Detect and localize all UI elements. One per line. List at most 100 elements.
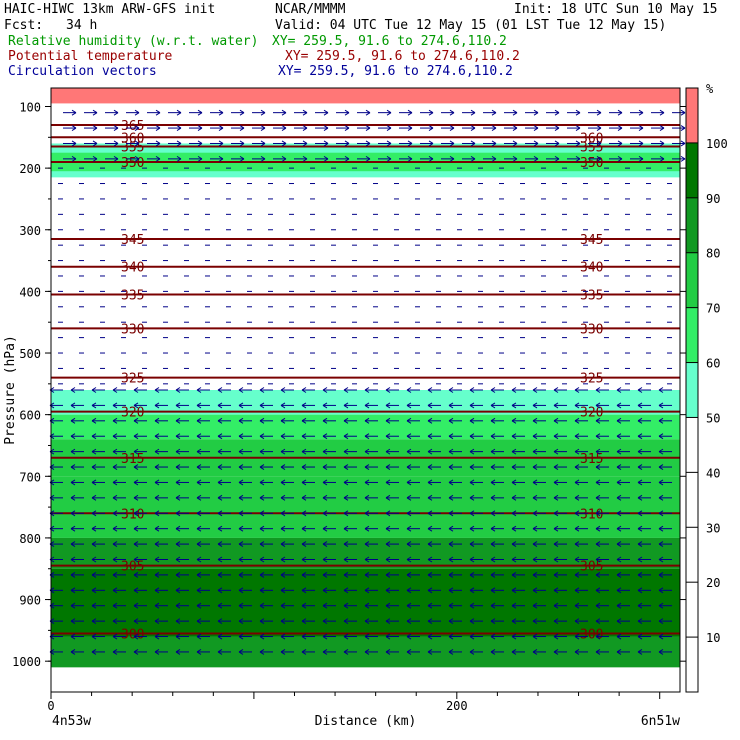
wind-arrowhead-2-342 bbox=[280, 556, 286, 563]
wind-arrowhead-2-528 bbox=[406, 649, 412, 655]
wind-arrowhead-2-15 bbox=[343, 387, 349, 393]
wind-arrowhead-2-328 bbox=[616, 541, 622, 548]
wind-arrowhead-2-442 bbox=[490, 602, 496, 609]
header-valid: Valid: 04 UTC Tue 12 May 15 (01 LST Tue … bbox=[275, 18, 667, 33]
wind-arrowhead-2-47 bbox=[385, 402, 391, 409]
wind-arrowhead-2-93 bbox=[91, 433, 97, 440]
wind-arrowhead-0-21 bbox=[491, 109, 497, 116]
wind-arrowhead-2-344 bbox=[322, 556, 328, 563]
field-name-rh: Relative humidity (w.r.t. water) bbox=[8, 34, 259, 49]
wind-arrowhead-2-324 bbox=[532, 541, 538, 548]
theta-label-right-345: 345 bbox=[580, 233, 603, 248]
wind-arrowhead-0-76 bbox=[386, 140, 392, 147]
wind-arrowhead-2-159 bbox=[217, 464, 223, 470]
x-axis-label: Distance (km) bbox=[315, 714, 417, 729]
wind-arrowhead-2-440 bbox=[448, 602, 454, 609]
wind-arrowhead-2-89 bbox=[637, 417, 643, 424]
wind-arrowhead-2-469 bbox=[427, 618, 433, 625]
wind-arrowhead-2-154 bbox=[112, 464, 118, 470]
wind-arrowhead-2-393 bbox=[91, 587, 97, 594]
wind-arrowhead-2-164 bbox=[322, 464, 328, 470]
wind-arrowhead-0-81 bbox=[491, 140, 497, 147]
wind-arrowhead-2-531 bbox=[469, 649, 475, 655]
wind-arrowhead-0-80 bbox=[470, 140, 476, 147]
theta-label-right-330: 330 bbox=[580, 322, 603, 337]
wind-arrowhead-2-274 bbox=[112, 525, 118, 532]
wind-arrowhead-2-471 bbox=[469, 618, 475, 625]
wind-arrowhead-2-329 bbox=[637, 541, 643, 548]
wind-arrowhead-2-275 bbox=[133, 525, 139, 532]
wind-arrowhead-2-218 bbox=[196, 494, 202, 501]
wind-arrowhead-2-237 bbox=[595, 494, 601, 501]
wind-arrowhead-2-99 bbox=[217, 433, 223, 440]
wind-arrowhead-2-462 bbox=[280, 618, 286, 625]
wind-arrowhead-2-536 bbox=[574, 649, 580, 655]
wind-arrowhead-2-202 bbox=[490, 479, 496, 486]
wind-arrowhead-0-51 bbox=[491, 125, 497, 131]
wind-arrowhead-0-48 bbox=[428, 125, 434, 131]
wind-arrowhead-0-4 bbox=[134, 109, 140, 116]
wind-arrowhead-2-156 bbox=[154, 464, 160, 470]
wind-arrowhead-2-186 bbox=[154, 479, 160, 486]
wind-arrowhead-2-495 bbox=[343, 633, 349, 640]
wind-arrowhead-2-19 bbox=[427, 387, 433, 393]
wind-arrowhead-2-317 bbox=[385, 541, 391, 548]
wind-arrowhead-2-354 bbox=[532, 556, 538, 563]
wind-arrowhead-2-245 bbox=[133, 510, 139, 517]
wind-arrowhead-0-71 bbox=[281, 140, 287, 147]
wind-arrowhead-2-183 bbox=[91, 479, 97, 486]
wind-arrowhead-2-201 bbox=[469, 479, 475, 486]
wind-arrowhead-2-276 bbox=[154, 525, 160, 532]
wind-arrowhead-2-318 bbox=[406, 541, 412, 548]
wind-arrowhead-0-118 bbox=[638, 155, 644, 162]
wind-arrowhead-2-484 bbox=[112, 633, 118, 640]
wind-arrowhead-2-537 bbox=[595, 649, 601, 655]
wind-arrowhead-2-259 bbox=[427, 510, 433, 517]
wind-arrowhead-2-434 bbox=[322, 602, 328, 609]
wind-arrowhead-2-463 bbox=[301, 618, 307, 625]
wind-arrowhead-2-36 bbox=[154, 402, 160, 409]
wind-arrowhead-2-145 bbox=[553, 448, 559, 455]
wind-arrowhead-2-53 bbox=[511, 402, 517, 409]
wind-arrowhead-2-249 bbox=[217, 510, 223, 517]
wind-arrowhead-0-50 bbox=[470, 125, 476, 131]
theta-label-left-360: 360 bbox=[121, 131, 144, 146]
wind-arrowhead-0-33 bbox=[113, 125, 119, 131]
wind-arrowhead-2-388 bbox=[616, 571, 622, 578]
wind-arrowhead-2-419 bbox=[637, 587, 643, 594]
wind-arrowhead-2-260 bbox=[448, 510, 454, 517]
wind-arrowhead-2-523 bbox=[301, 649, 307, 655]
wind-arrowhead-0-16 bbox=[386, 109, 392, 116]
wind-arrowhead-2-213 bbox=[91, 494, 97, 501]
wind-arrowhead-2-382 bbox=[490, 571, 496, 578]
rh-layer-5 bbox=[51, 568, 680, 637]
wind-arrowhead-2-163 bbox=[301, 464, 307, 470]
wind-arrowhead-2-282 bbox=[280, 525, 286, 532]
wind-arrowhead-2-113 bbox=[511, 433, 517, 440]
wind-arrowhead-2-314 bbox=[322, 541, 328, 548]
wind-arrowhead-2-27 bbox=[595, 387, 601, 393]
wind-arrowhead-2-364 bbox=[112, 571, 118, 578]
wind-arrowhead-2-539 bbox=[637, 649, 643, 655]
wind-arrowhead-2-444 bbox=[532, 602, 538, 609]
wind-arrowhead-2-273 bbox=[91, 525, 97, 532]
wind-arrowhead-2-456 bbox=[154, 618, 160, 625]
wind-arrowhead-2-251 bbox=[259, 510, 265, 517]
wind-arrowhead-2-20 bbox=[448, 387, 454, 393]
wind-arrowhead-2-489 bbox=[217, 633, 223, 640]
wind-arrowhead-2-88 bbox=[616, 417, 622, 424]
wind-arrowhead-0-62 bbox=[92, 140, 98, 147]
wind-arrowhead-2-269 bbox=[637, 510, 643, 517]
wind-arrowhead-0-85 bbox=[575, 140, 581, 147]
wind-arrowhead-0-73 bbox=[323, 140, 329, 147]
wind-arrowhead-2-443 bbox=[511, 602, 517, 609]
wind-arrowhead-2-52 bbox=[490, 402, 496, 409]
wind-arrowhead-2-515 bbox=[133, 649, 139, 655]
wind-arrowhead-2-425 bbox=[133, 602, 139, 609]
wind-arrowhead-2-384 bbox=[532, 571, 538, 578]
colorbar-tick-label-60: 60 bbox=[706, 357, 720, 371]
wind-arrowhead-2-466 bbox=[364, 618, 370, 625]
wind-arrowhead-2-309 bbox=[217, 541, 223, 548]
wind-arrowhead-0-116 bbox=[596, 155, 602, 162]
wind-arrowhead-2-369 bbox=[217, 571, 223, 578]
